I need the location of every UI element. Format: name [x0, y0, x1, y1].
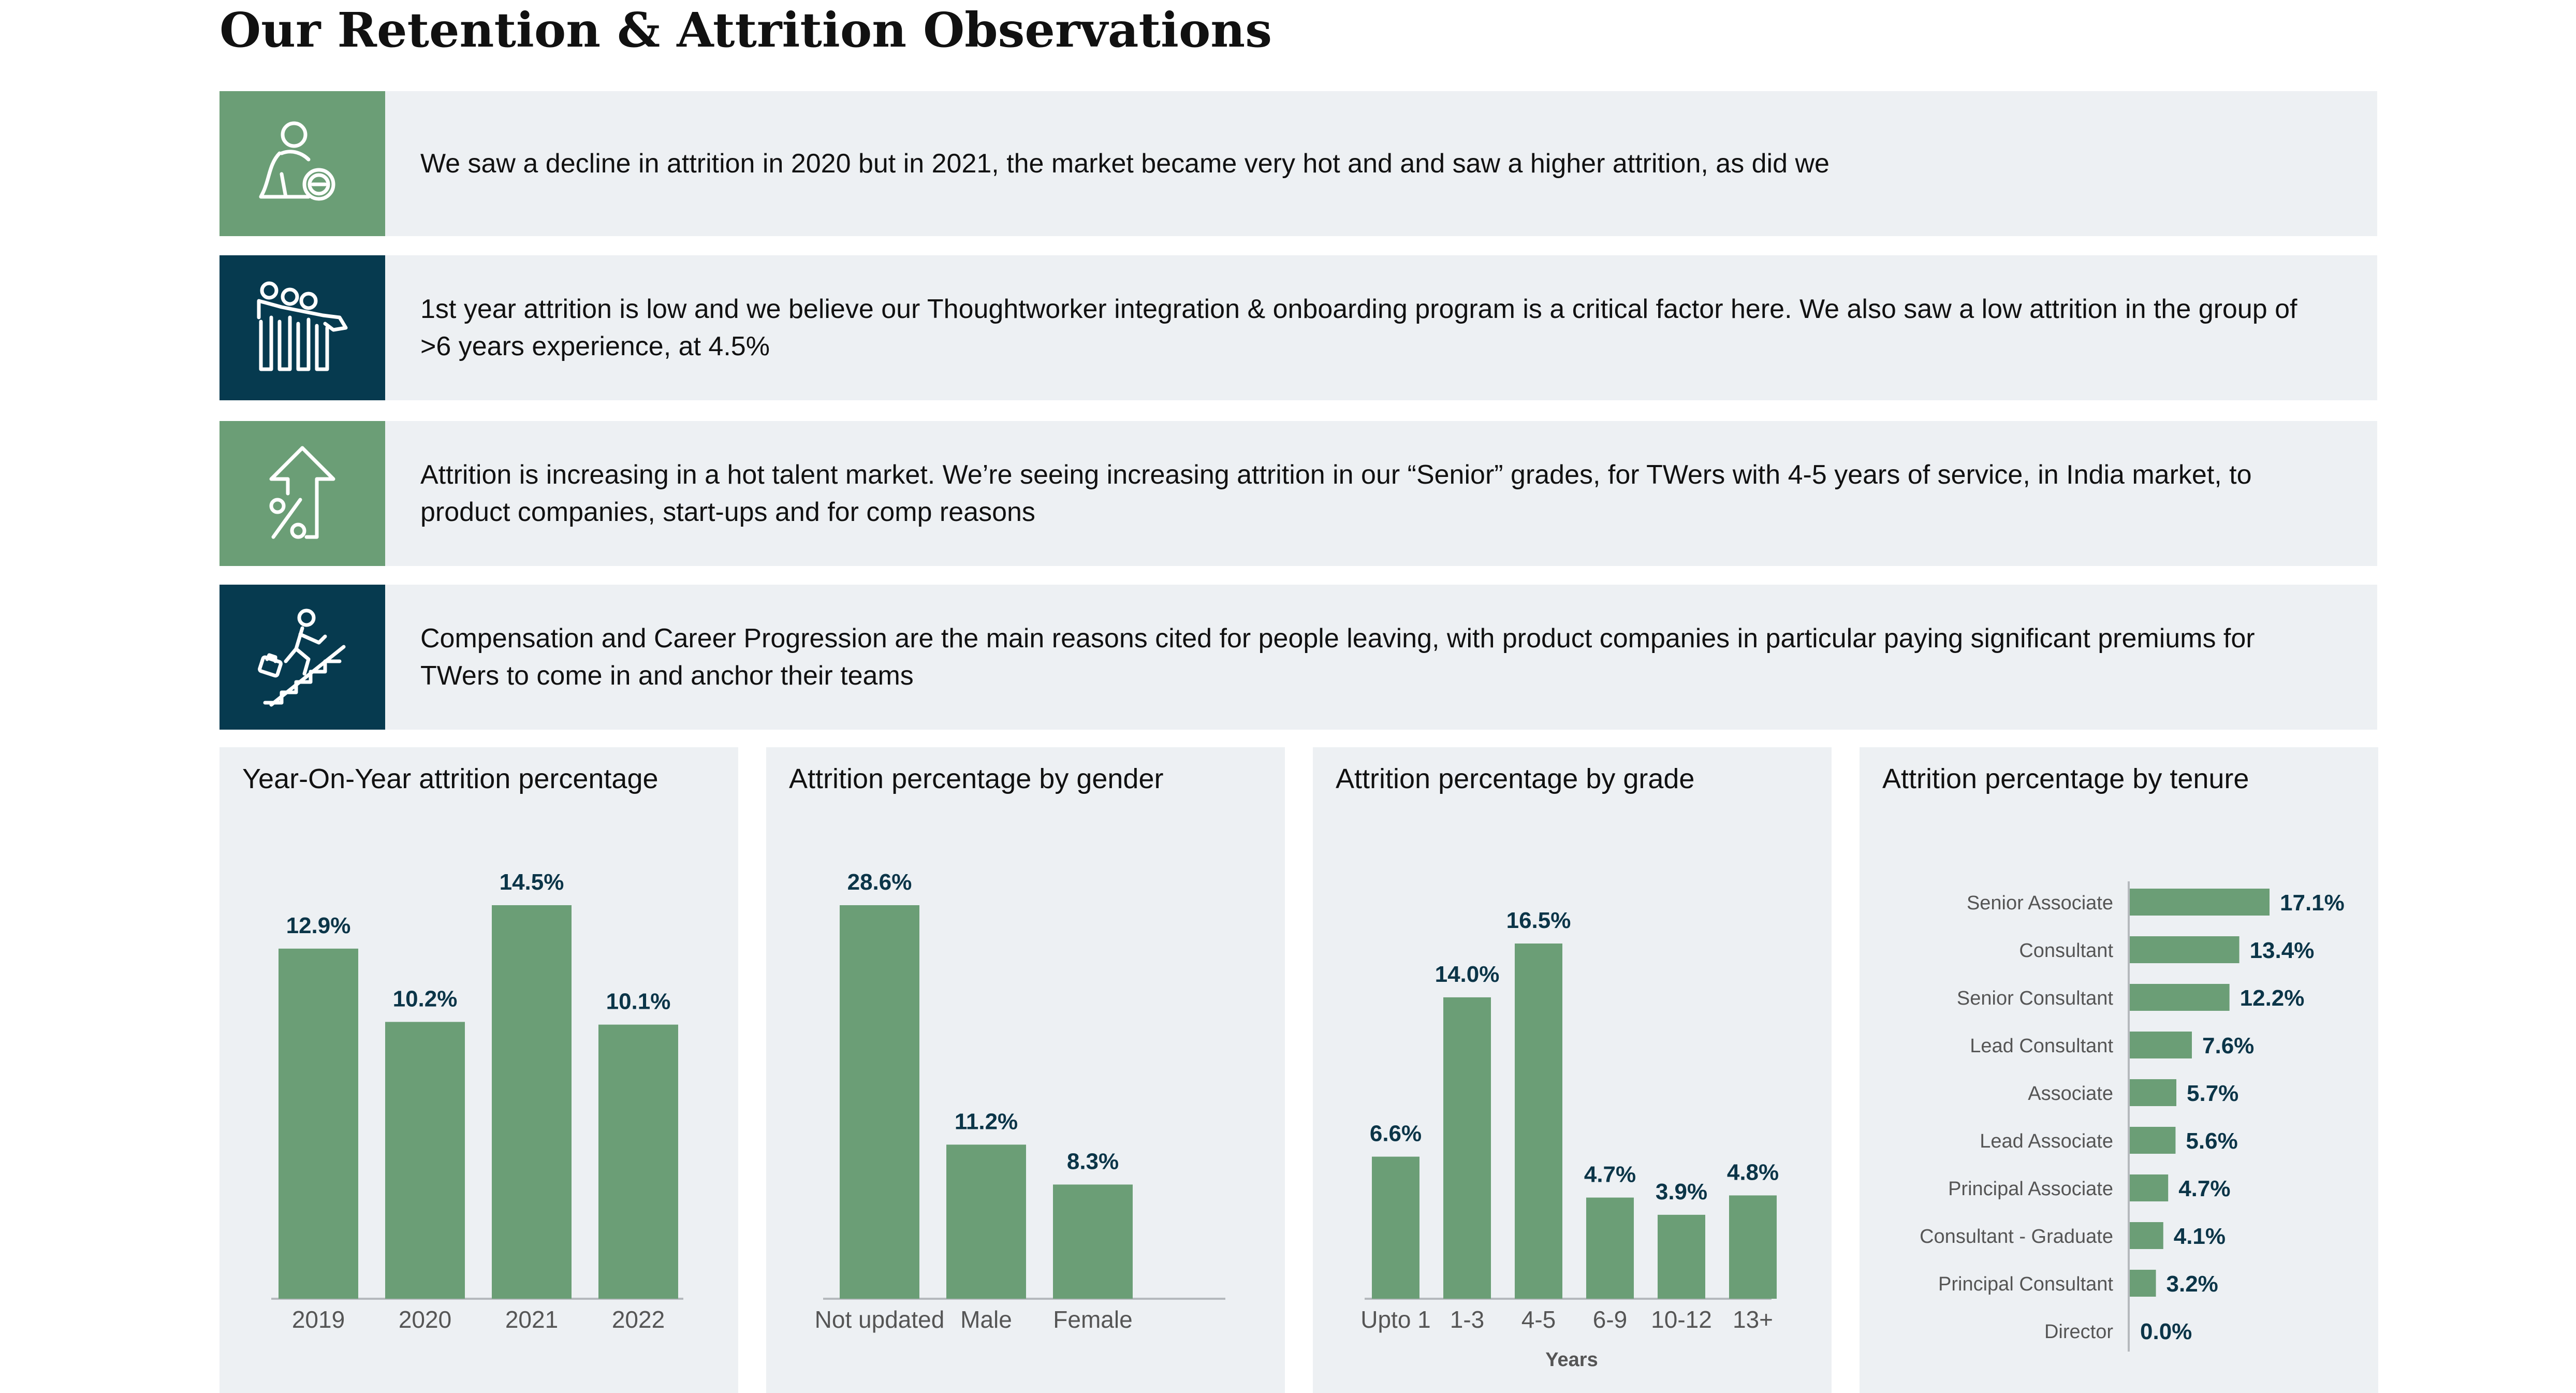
- bar-10-12: [1658, 1214, 1705, 1299]
- bar-6-9: [1586, 1197, 1634, 1299]
- bar-value-label: 0.0%: [2140, 1319, 2192, 1344]
- x-tick-label: 4-5: [1521, 1306, 1556, 1333]
- x-tick-label: 2019: [292, 1306, 345, 1333]
- bar-value-label: 12.9%: [286, 913, 351, 938]
- bar-principal-associate: [2130, 1174, 2169, 1201]
- bar-value-label: 14.0%: [1435, 962, 1500, 987]
- team-group-icon: [219, 255, 385, 400]
- chart-yoy-attrition: 12.9% 2019 10.2% 2020 14.5% 2021 10.1% 2022: [271, 869, 683, 1333]
- y-tick-label: Senior Consultant: [1957, 988, 2114, 1009]
- bar-value-label: 3.2%: [2167, 1271, 2218, 1297]
- observation-row-4: Compensation and Career Progression are …: [219, 585, 2377, 730]
- bar-value-label: 5.6%: [2186, 1128, 2237, 1154]
- x-tick-label: 6-9: [1593, 1306, 1627, 1333]
- bar-value-label: 4.7%: [1584, 1162, 1636, 1187]
- observation-text-2: 1st year attrition is low and we believe…: [420, 294, 2297, 361]
- bar-value-label: 5.7%: [2187, 1081, 2238, 1106]
- bar-associate: [2130, 1079, 2176, 1106]
- observation-text-1: We saw a decline in attrition in 2020 bu…: [420, 149, 1829, 179]
- bar-senior-associate: [2130, 889, 2270, 916]
- bar-13-: [1729, 1195, 1777, 1299]
- x-axis-title: Years: [1545, 1349, 1598, 1371]
- bar-2019: [279, 948, 358, 1299]
- y-tick-label: Associate: [2028, 1083, 2113, 1105]
- bar-value-label: 14.5%: [500, 869, 564, 895]
- bar-male: [946, 1144, 1026, 1299]
- y-tick-label: Lead Associate: [1980, 1130, 2113, 1152]
- bar-value-label: 10.2%: [393, 986, 458, 1011]
- bar-principal-consultant: [2130, 1270, 2156, 1297]
- x-tick-label: 2022: [612, 1306, 665, 1333]
- chart-gender-attrition: 28.6% Not updated 11.2% Male 8.3% Female: [815, 869, 1225, 1333]
- bar-not-updated: [840, 905, 919, 1299]
- bar-lead-associate: [2130, 1127, 2176, 1154]
- bar-value-label: 28.6%: [847, 869, 912, 895]
- x-tick-label: 10-12: [1651, 1306, 1712, 1333]
- y-tick-label: Consultant: [2019, 940, 2113, 962]
- bar-value-label: 4.7%: [2178, 1176, 2230, 1201]
- bar-2022: [598, 1024, 678, 1299]
- x-tick-label: Upto 1: [1360, 1306, 1431, 1333]
- chart-tenure-attrition: 17.1% Senior Associate 13.4% Consultant 12.2…: [1920, 881, 2345, 1352]
- chart-panel-grade: Attrition percentage by grade 6.6% Upto 1…: [1313, 747, 1832, 1393]
- x-tick-label: 2021: [505, 1306, 558, 1333]
- person-minus-icon: [219, 91, 385, 236]
- chart-panel-tenure: Attrition percentage by tenure 17.1% Seni…: [1860, 747, 2378, 1393]
- bar-value-label: 8.3%: [1067, 1149, 1119, 1174]
- observation-text-4: Compensation and Career Progression are …: [420, 623, 2255, 691]
- bar-2020: [385, 1022, 465, 1299]
- x-tick-label: 13+: [1733, 1306, 1773, 1333]
- chart-panel-yoy: Year-On-Year attrition percentage 12.9% 2…: [219, 747, 738, 1393]
- bar-value-label: 11.2%: [955, 1109, 1018, 1134]
- y-tick-label: Principal Consultant: [1938, 1273, 2113, 1295]
- x-tick-label: 1-3: [1450, 1306, 1484, 1333]
- bar-value-label: 13.4%: [2250, 938, 2315, 963]
- chart-title-grade: Attrition percentage by grade: [1336, 763, 1695, 794]
- bar-value-label: 12.2%: [2240, 985, 2305, 1011]
- bar-senior-consultant: [2130, 984, 2230, 1011]
- y-tick-label: Principal Associate: [1948, 1178, 2113, 1200]
- bar-value-label: 16.5%: [1506, 908, 1571, 933]
- y-tick-label: Senior Associate: [1967, 892, 2113, 914]
- bar-4-5: [1515, 944, 1562, 1299]
- bar-2021: [492, 905, 572, 1299]
- observation-row-3: Attrition is increasing in a hot talent …: [219, 421, 2377, 566]
- bar-female: [1053, 1184, 1133, 1299]
- bar-value-label: 17.1%: [2280, 890, 2345, 916]
- bar-value-label: 4.1%: [2174, 1224, 2226, 1249]
- bar-value-label: 10.1%: [606, 989, 671, 1014]
- bar-consultant: [2130, 936, 2240, 963]
- observation-row-2: 1st year attrition is low and we believe…: [219, 255, 2377, 400]
- x-tick-label: Male: [960, 1306, 1012, 1333]
- chart-title-tenure: Attrition percentage by tenure: [1882, 763, 2249, 794]
- y-tick-label: Lead Consultant: [1970, 1035, 2113, 1057]
- x-tick-label: 2020: [399, 1306, 451, 1333]
- x-tick-label: Not updated: [815, 1306, 945, 1333]
- y-tick-label: Consultant - Graduate: [1920, 1226, 2113, 1247]
- bar-upto-1: [1372, 1156, 1419, 1299]
- observation-row-1: We saw a decline in attrition in 2020 bu…: [219, 91, 2377, 236]
- chart-title-gender: Attrition percentage by gender: [789, 763, 1164, 794]
- bar-lead-consultant: [2130, 1032, 2192, 1058]
- x-tick-label: Female: [1053, 1306, 1132, 1333]
- bar-value-label: 6.6%: [1370, 1121, 1422, 1147]
- page-title: Our Retention & Attrition Observations: [219, 2, 1272, 58]
- chart-panel-gender: Attrition percentage by gender 28.6% Not …: [766, 747, 1285, 1393]
- climbing-stairs-icon: [219, 585, 385, 730]
- chart-grade-attrition: 6.6% Upto 1 14.0% 1-3 16.5% 4-5 4.7% 6-9 3.9% 10-…: [1360, 908, 1779, 1371]
- bar-consultant-graduate: [2130, 1222, 2163, 1249]
- chart-title-yoy: Year-On-Year attrition percentage: [242, 763, 658, 794]
- bar-value-label: 3.9%: [1656, 1179, 1707, 1205]
- observation-text-3: Attrition is increasing in a hot talent …: [420, 460, 2252, 527]
- bar-1-3: [1443, 997, 1491, 1299]
- bar-value-label: 7.6%: [2202, 1033, 2254, 1058]
- percent-up-arrow-icon: [219, 421, 385, 566]
- y-tick-label: Director: [2044, 1321, 2113, 1343]
- bar-value-label: 4.8%: [1727, 1159, 1779, 1185]
